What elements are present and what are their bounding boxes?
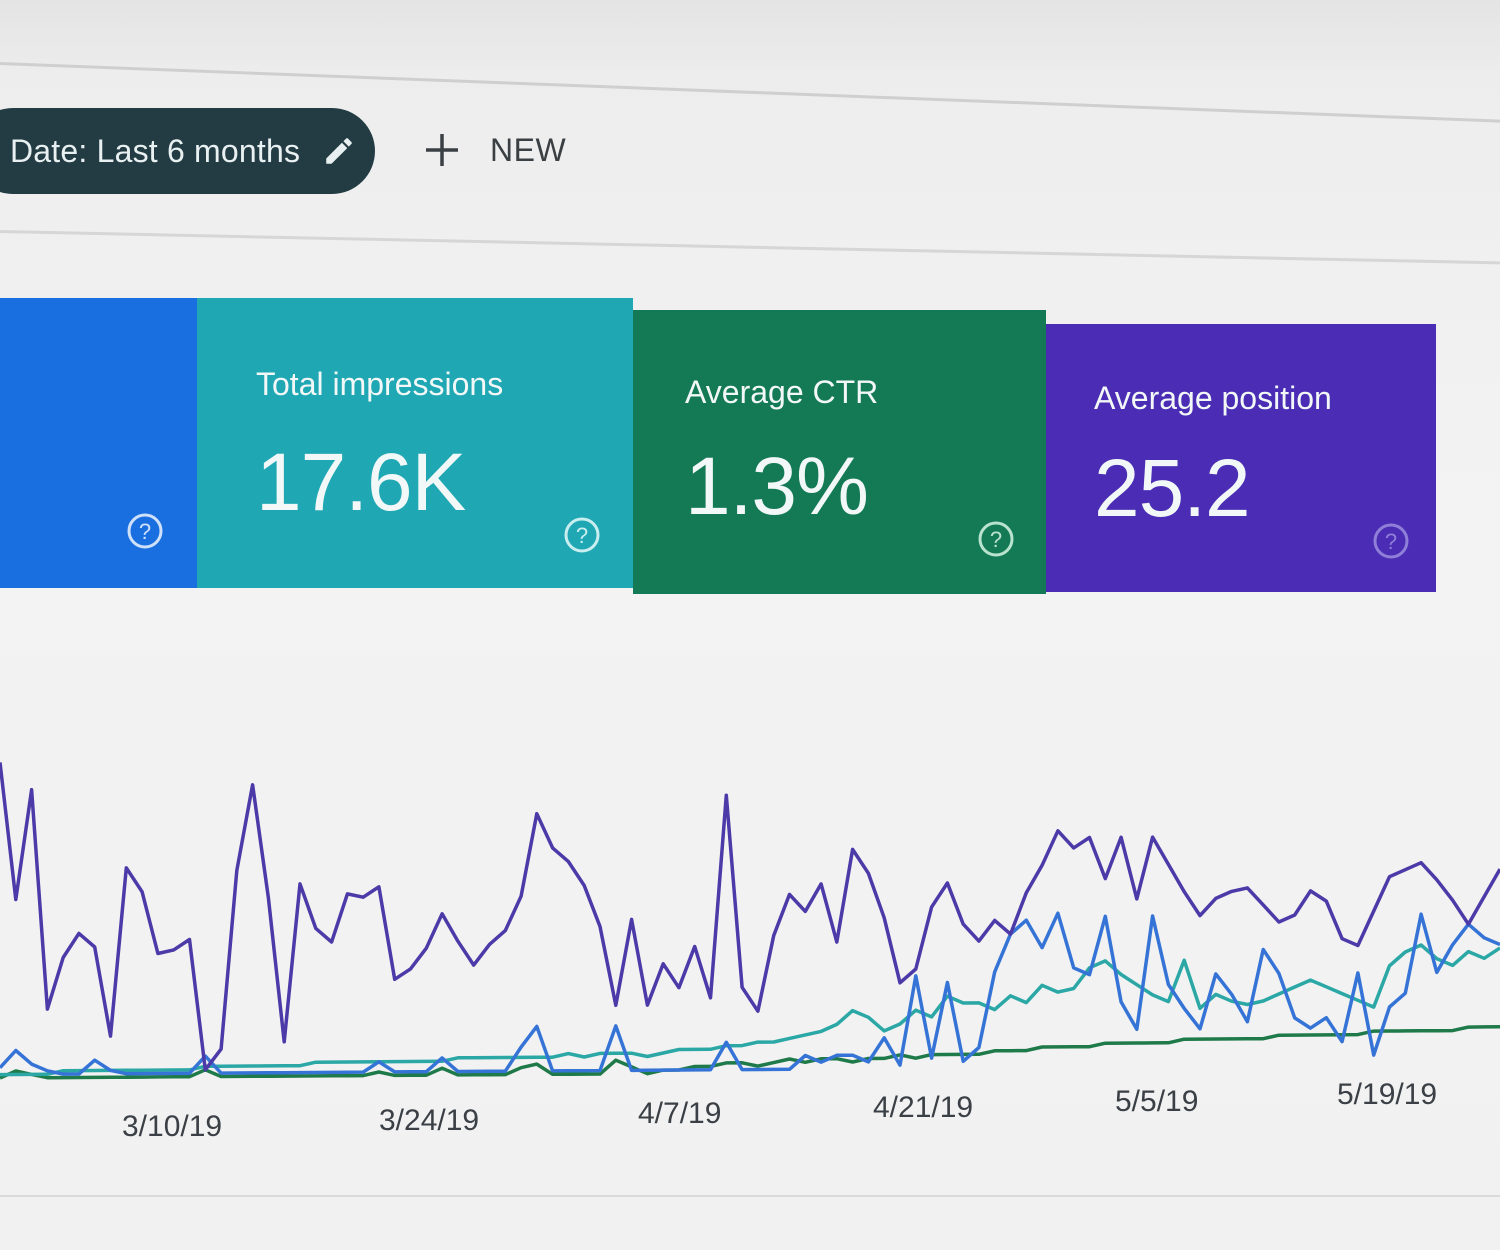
metric-card-total-clicks[interactable]: ?: [0, 298, 197, 588]
x-tick-label: 4/21/19: [873, 1091, 974, 1124]
date-filter-label: Date: Last 6 months: [10, 132, 301, 169]
x-tick-label: 5/19/19: [1337, 1078, 1438, 1111]
help-icon[interactable]: ?: [563, 516, 601, 554]
toolbar-divider: [0, 230, 1500, 265]
help-icon[interactable]: ?: [977, 520, 1015, 558]
new-filter-button[interactable]: NEW: [422, 130, 566, 170]
date-filter-chip[interactable]: Date: Last 6 months: [0, 108, 375, 194]
metric-card-title: Total impressions: [256, 366, 504, 402]
performance-line-chart: [0, 762, 1500, 1080]
svg-text:?: ?: [576, 523, 588, 548]
new-button-label: NEW: [490, 131, 567, 168]
plus-icon: [422, 130, 462, 170]
series-line: [0, 1025, 1500, 1080]
x-tick-label: 3/24/19: [379, 1104, 480, 1137]
metric-card-average-ctr[interactable]: Average CTR 1.3% ?: [633, 310, 1046, 594]
metric-card-value: 25.2: [1094, 443, 1251, 534]
x-tick-label: 4/7/19: [638, 1097, 722, 1130]
metric-card-value: 17.6K: [256, 437, 466, 528]
metric-card-value: 1.3%: [685, 441, 869, 532]
help-icon[interactable]: ?: [126, 512, 164, 550]
series-line: [0, 911, 1500, 1076]
help-icon[interactable]: ?: [1372, 522, 1410, 560]
metric-card-title: Average position: [1094, 380, 1332, 416]
pencil-icon[interactable]: [322, 134, 356, 168]
top-bar: [0, 0, 1500, 70]
metric-card-total-impressions[interactable]: Total impressions 17.6K ?: [197, 298, 633, 588]
performance-chart[interactable]: 3/10/19 3/24/19 4/7/19 4/21/19 5/5/19 5/…: [0, 640, 1500, 1200]
metric-card-title: Average CTR: [685, 374, 879, 410]
series-line: [0, 762, 1500, 1072]
x-tick-label: 3/10/19: [122, 1110, 223, 1143]
svg-text:?: ?: [990, 527, 1002, 552]
chart-bottom-divider: [0, 1195, 1500, 1197]
metric-card-average-position[interactable]: Average position 25.2 ?: [1046, 324, 1436, 592]
svg-text:?: ?: [139, 519, 151, 544]
x-tick-label: 5/5/19: [1115, 1085, 1199, 1118]
metric-cards: ? Total impressions 17.6K ? Average CTR …: [0, 298, 1440, 594]
svg-text:?: ?: [1385, 529, 1397, 554]
